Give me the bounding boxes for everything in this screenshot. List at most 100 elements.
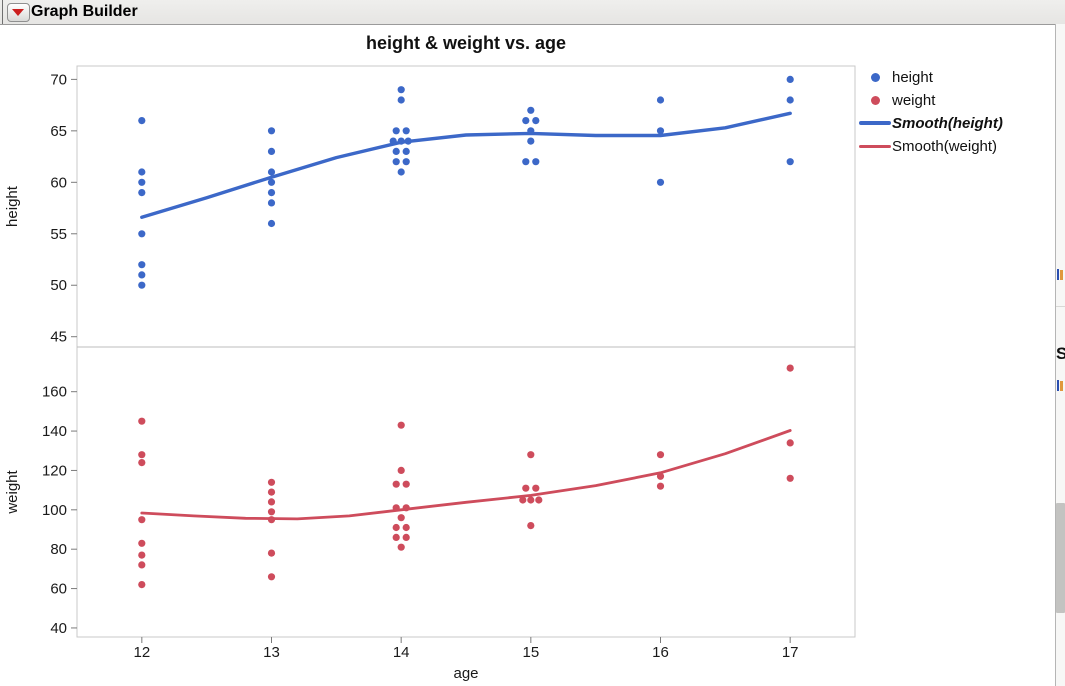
weight-point[interactable]	[535, 496, 543, 504]
height-point[interactable]	[392, 158, 400, 166]
weight-point[interactable]	[267, 478, 276, 486]
height-point[interactable]	[138, 178, 146, 186]
weight-point[interactable]	[522, 484, 530, 492]
weight-point[interactable]	[402, 480, 410, 488]
height-point[interactable]	[786, 96, 794, 104]
y-tick-label: 50	[50, 277, 67, 294]
weight-point[interactable]	[138, 539, 146, 547]
weight-point[interactable]	[267, 516, 276, 524]
y-tick-label: 160	[42, 384, 67, 401]
legend-item-height[interactable]: height	[858, 66, 1048, 88]
weight-point[interactable]	[402, 523, 410, 532]
weight-point[interactable]	[267, 508, 276, 516]
height-point[interactable]	[532, 158, 540, 166]
red-triangle-disclosure-button[interactable]	[7, 3, 30, 22]
weight-point[interactable]	[397, 421, 405, 429]
weight-point[interactable]	[532, 484, 540, 492]
height-point[interactable]	[397, 168, 405, 176]
cropped-column-icon	[1057, 379, 1065, 392]
height-point[interactable]	[389, 137, 397, 145]
height-point[interactable]	[527, 137, 535, 145]
weight-point[interactable]	[138, 551, 146, 559]
height-dot-marker-icon	[858, 72, 892, 82]
height-point[interactable]	[402, 127, 410, 135]
weight-point[interactable]	[138, 561, 146, 569]
y-tick-label: 100	[42, 502, 67, 519]
weight-point[interactable]	[786, 474, 794, 482]
legend-item-smooth-weight[interactable]: Smooth(weight)	[858, 135, 1048, 157]
height-point[interactable]	[532, 117, 540, 125]
height-point[interactable]	[656, 96, 665, 104]
weight-point[interactable]	[397, 514, 405, 522]
weight-point[interactable]	[392, 533, 400, 542]
vertical-scrollbar-thumb[interactable]	[1056, 503, 1065, 613]
weight-point[interactable]	[138, 516, 146, 524]
x-tick-label: 13	[263, 644, 280, 661]
weight-point[interactable]	[786, 439, 794, 447]
weight-point[interactable]	[392, 504, 400, 512]
cropped-panel-divider	[1056, 306, 1065, 307]
weight-point[interactable]	[267, 573, 276, 581]
weight-point[interactable]	[397, 466, 405, 474]
weight-point[interactable]	[656, 472, 665, 480]
height-point[interactable]	[397, 96, 405, 104]
height-point[interactable]	[138, 261, 146, 269]
height-point[interactable]	[392, 127, 400, 135]
weight-point[interactable]	[527, 451, 535, 459]
height-point[interactable]	[267, 219, 276, 228]
height-point[interactable]	[138, 168, 146, 176]
weight-point[interactable]	[138, 451, 146, 459]
height-point[interactable]	[522, 117, 530, 125]
height-point[interactable]	[392, 147, 400, 155]
height-point[interactable]	[397, 137, 405, 145]
weight-point[interactable]	[402, 504, 410, 512]
weight-point[interactable]	[656, 451, 665, 459]
weight-point[interactable]	[267, 488, 276, 496]
height-point[interactable]	[656, 127, 665, 135]
height-point[interactable]	[786, 75, 794, 83]
weight-point[interactable]	[786, 364, 794, 372]
height-point[interactable]	[402, 158, 410, 166]
weight-point[interactable]	[392, 523, 400, 532]
weight-point[interactable]	[527, 522, 535, 530]
height-point[interactable]	[267, 168, 276, 176]
legend-item-smooth-height[interactable]: Smooth(height)	[858, 112, 1048, 134]
weight-point[interactable]	[267, 498, 276, 506]
height-point[interactable]	[267, 189, 276, 197]
weight-point[interactable]	[138, 417, 146, 425]
height-point[interactable]	[786, 158, 794, 166]
height-point[interactable]	[138, 189, 146, 197]
weight-point[interactable]	[402, 533, 410, 542]
weight-point[interactable]	[267, 549, 276, 557]
cropped-column-icon	[1057, 268, 1065, 281]
height-point[interactable]	[138, 271, 146, 279]
legend-label: height	[892, 68, 933, 86]
height-point[interactable]	[267, 147, 276, 155]
height-point[interactable]	[138, 230, 146, 238]
height-point[interactable]	[267, 178, 276, 186]
weight-point[interactable]	[656, 482, 665, 490]
smooth-weight-line-marker-icon	[858, 144, 892, 148]
legend-item-weight[interactable]: weight	[858, 89, 1048, 111]
height-point[interactable]	[138, 281, 146, 289]
weight-point[interactable]	[519, 496, 527, 504]
legend: height weight Smooth(height) Smooth(weig…	[858, 66, 1048, 158]
height-point[interactable]	[138, 117, 146, 125]
height-point[interactable]	[404, 137, 412, 145]
height-point[interactable]	[397, 86, 405, 94]
height-point[interactable]	[267, 127, 276, 135]
weight-point[interactable]	[138, 459, 146, 467]
weight-point[interactable]	[392, 480, 400, 488]
height-point[interactable]	[522, 158, 530, 166]
height-point[interactable]	[402, 147, 410, 155]
weight-point[interactable]	[527, 496, 535, 504]
weight-point[interactable]	[138, 581, 146, 589]
height-point[interactable]	[527, 127, 535, 135]
height-point[interactable]	[527, 106, 535, 114]
height-point[interactable]	[267, 199, 276, 207]
height-point[interactable]	[656, 178, 665, 186]
weight-point[interactable]	[397, 543, 405, 551]
chart-title: height & weight vs. age	[365, 33, 567, 53]
